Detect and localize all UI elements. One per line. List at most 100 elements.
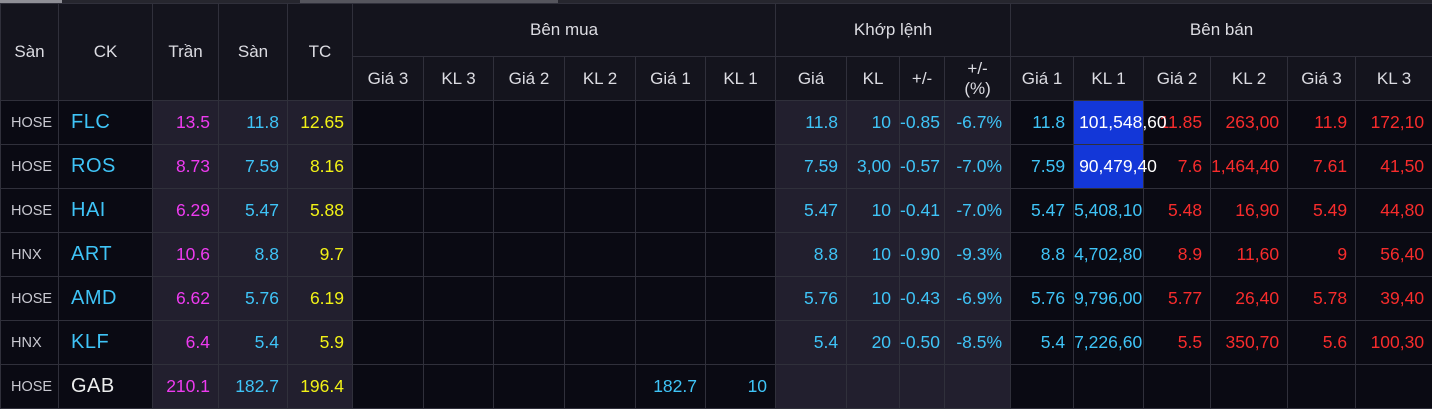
buy-price-2-cell	[493, 276, 565, 321]
header-stock-code: CK	[58, 3, 153, 101]
sell-volume-1-cell[interactable]: 4,702,80	[1073, 232, 1145, 277]
sell-price-3-cell[interactable]: 11.9	[1287, 100, 1357, 145]
buy-price-3-cell	[352, 276, 424, 321]
buy-price-1-cell[interactable]: 182.7	[635, 364, 706, 409]
stock-code-cell[interactable]: KLF	[58, 320, 153, 365]
match-volume-cell[interactable]: 3,00	[846, 144, 901, 189]
match-price-cell[interactable]: 5.47	[775, 188, 848, 233]
price-change-percent-cell: -7.0%	[944, 144, 1012, 189]
match-volume-cell[interactable]: 10	[846, 100, 901, 145]
floor-price-cell[interactable]: 7.59	[218, 144, 288, 189]
sell-volume-1-cell[interactable]: 5,408,10	[1073, 188, 1145, 233]
stock-code-cell[interactable]: ROS	[58, 144, 153, 189]
sell-volume-2-cell[interactable]: 263,00	[1210, 100, 1289, 145]
floor-price-cell[interactable]: 182.7	[218, 364, 288, 409]
sell-volume-2-cell[interactable]: 350,70	[1210, 320, 1289, 365]
sell-volume-3-cell[interactable]: 100,30	[1355, 320, 1432, 365]
sell-volume-2-cell[interactable]: 1,464,40	[1210, 144, 1289, 189]
buy-price-3-cell	[352, 188, 424, 233]
match-volume-cell[interactable]: 10	[846, 188, 901, 233]
sell-volume-2-cell[interactable]: 26,40	[1210, 276, 1289, 321]
sell-price-2-cell[interactable]: 5.5	[1143, 320, 1212, 365]
sell-price-3-cell[interactable]: 5.49	[1287, 188, 1357, 233]
reference-price-cell[interactable]: 12.65	[287, 100, 353, 145]
sell-price-2-cell[interactable]: 11.85	[1143, 100, 1212, 145]
stock-code-cell[interactable]: GAB	[58, 364, 153, 409]
scrollbar-thumb-mid[interactable]	[300, 0, 558, 3]
buy-price-2-cell	[493, 188, 565, 233]
sell-price-3-cell[interactable]: 5.78	[1287, 276, 1357, 321]
match-price-cell[interactable]: 5.76	[775, 276, 848, 321]
sell-price-1-cell[interactable]: 8.8	[1010, 232, 1075, 277]
sell-price-3-cell[interactable]: 9	[1287, 232, 1357, 277]
stock-code-cell[interactable]: ART	[58, 232, 153, 277]
match-price-cell[interactable]: 5.4	[775, 320, 848, 365]
header-buy-price-3: Giá 3	[352, 56, 424, 101]
match-volume-cell[interactable]: 20	[846, 320, 901, 365]
ceiling-price-cell[interactable]: 13.5	[152, 100, 219, 145]
match-volume-cell[interactable]: 10	[846, 232, 901, 277]
sell-price-1-cell[interactable]: 5.76	[1010, 276, 1075, 321]
header-sell-group: Bên bán	[1010, 3, 1432, 57]
floor-price-cell[interactable]: 5.47	[218, 188, 288, 233]
match-price-cell[interactable]: 8.8	[775, 232, 848, 277]
reference-price-cell[interactable]: 196.4	[287, 364, 353, 409]
header-buy-group: Bên mua	[351, 3, 777, 57]
table-row-gab: HOSE GAB 210.1 182.7 196.4 182.7 10	[0, 364, 1432, 409]
sell-volume-2-cell[interactable]: 11,60	[1210, 232, 1289, 277]
ceiling-price-cell[interactable]: 6.62	[152, 276, 219, 321]
price-change-percent-cell: -6.9%	[944, 276, 1012, 321]
flash-value: 101,548,60	[1079, 112, 1167, 132]
ceiling-price-cell[interactable]: 210.1	[152, 364, 219, 409]
sell-volume-1-cell[interactable]: 9,796,00	[1073, 276, 1145, 321]
reference-price-cell[interactable]: 8.16	[287, 144, 353, 189]
match-price-cell[interactable]: 11.8	[775, 100, 848, 145]
sell-price-1-cell[interactable]: 5.47	[1010, 188, 1075, 233]
reference-price-cell[interactable]: 6.19	[287, 276, 353, 321]
sell-price-3-cell[interactable]: 7.61	[1287, 144, 1357, 189]
sell-volume-3-cell[interactable]: 44,80	[1355, 188, 1432, 233]
reference-price-cell[interactable]: 5.9	[287, 320, 353, 365]
reference-price-cell[interactable]: 5.88	[287, 188, 353, 233]
buy-volume-2-cell	[564, 276, 636, 321]
ceiling-price-cell[interactable]: 6.4	[152, 320, 219, 365]
flash-value: 90,479,40	[1079, 156, 1157, 176]
match-price-cell[interactable]: 7.59	[775, 144, 848, 189]
sell-price-1-cell[interactable]: 7.59	[1010, 144, 1075, 189]
sell-volume-2-cell[interactable]: 16,90	[1210, 188, 1289, 233]
stock-code-cell[interactable]: FLC	[58, 100, 153, 145]
reference-price-cell[interactable]: 9.7	[287, 232, 353, 277]
match-volume-cell	[846, 364, 901, 409]
top-scrollbar[interactable]	[0, 0, 1432, 3]
buy-volume-1-cell[interactable]: 10	[704, 364, 777, 409]
sell-volume-3-cell[interactable]: 39,40	[1355, 276, 1432, 321]
sell-price-2-cell[interactable]: 5.48	[1143, 188, 1212, 233]
sell-volume-3-cell[interactable]: 56,40	[1355, 232, 1432, 277]
ceiling-price-cell[interactable]: 10.6	[152, 232, 219, 277]
floor-price-cell[interactable]: 5.76	[218, 276, 288, 321]
floor-price-cell[interactable]: 8.8	[218, 232, 288, 277]
floor-price-cell[interactable]: 11.8	[218, 100, 288, 145]
table-row-art: HNX ART 10.6 8.8 9.7 8.8 10 -0.90 -9.3% …	[0, 232, 1432, 277]
match-volume-cell[interactable]: 10	[846, 276, 901, 321]
price-change-cell: -0.90	[899, 232, 946, 277]
ceiling-price-cell[interactable]: 8.73	[152, 144, 219, 189]
sell-volume-3-cell[interactable]: 41,50	[1355, 144, 1432, 189]
stock-code-cell[interactable]: HAI	[58, 188, 153, 233]
sell-volume-1-cell[interactable]: 90,479,40	[1073, 144, 1157, 189]
sell-price-2-cell[interactable]: 5.77	[1143, 276, 1212, 321]
sell-price-1-cell[interactable]: 5.4	[1010, 320, 1075, 365]
sell-price-2-cell[interactable]: 8.9	[1143, 232, 1212, 277]
scrollbar-thumb-left[interactable]	[0, 0, 62, 3]
sell-price-3-cell[interactable]: 5.6	[1287, 320, 1357, 365]
sell-volume-1-cell[interactable]: 101,548,60	[1073, 100, 1167, 145]
buy-price-1-cell	[635, 276, 706, 321]
sell-volume-3-cell[interactable]: 172,10	[1355, 100, 1432, 145]
price-change-cell: -0.85	[899, 100, 946, 145]
stock-code-cell[interactable]: AMD	[58, 276, 153, 321]
sell-price-1-cell[interactable]: 11.8	[1010, 100, 1075, 145]
ceiling-price-cell[interactable]: 6.29	[152, 188, 219, 233]
floor-price-cell[interactable]: 5.4	[218, 320, 288, 365]
buy-volume-1-cell	[704, 232, 777, 277]
sell-volume-1-cell[interactable]: 7,226,60	[1073, 320, 1145, 365]
